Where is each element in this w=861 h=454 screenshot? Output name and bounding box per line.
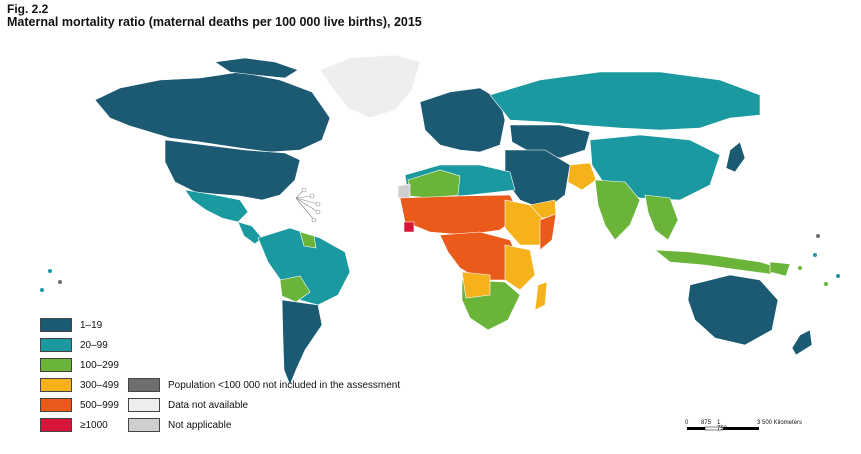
region-afghanistan (567, 162, 597, 191)
small-island-markers (295, 187, 321, 223)
region-russia (489, 71, 761, 131)
region-canada (94, 71, 331, 153)
region-guyana (299, 231, 317, 249)
scale-tick-1750: 1 750 (717, 420, 728, 432)
legend-label: ≥1000 (80, 419, 108, 431)
legend-item: 20–99 (40, 338, 108, 352)
legend-swatch (40, 358, 72, 372)
region-greenland (319, 54, 421, 119)
legend-label: Not applicable (168, 419, 232, 431)
legend-label: 20–99 (80, 339, 108, 351)
region-indonesia (654, 249, 781, 275)
scale-bar-graphic (687, 426, 759, 431)
region-middle-east (504, 149, 571, 211)
region-western-sahara (397, 183, 411, 199)
legend-swatch (40, 398, 72, 412)
region-bolivia (279, 275, 311, 303)
legend-item: ≥1000 (40, 418, 108, 432)
region-europe (419, 87, 506, 153)
legend-swatch (128, 378, 160, 392)
legend-swatch (128, 418, 160, 432)
legend-label: 100–299 (80, 359, 119, 371)
legend-item: Population <100 000 not included in the … (128, 378, 400, 392)
legend-swatch (40, 418, 72, 432)
legend-swatch (40, 318, 72, 332)
legend-label: Population <100 000 not included in the … (168, 379, 401, 391)
region-southeast-asia (644, 194, 679, 241)
region-madagascar (534, 281, 548, 311)
figure-title: Maternal mortality ratio (maternal death… (7, 15, 422, 29)
legend-item: 1–19 (40, 318, 102, 332)
region-australia (687, 274, 779, 346)
legend-swatch (40, 338, 72, 352)
legend-item: 500–999 (40, 398, 119, 412)
region-india (594, 179, 641, 241)
scale-tick-3500: 3 500 Kilometers (757, 420, 803, 426)
legend-swatch (128, 398, 160, 412)
legend-item: 300–499 (40, 378, 119, 392)
region-sahel (399, 194, 521, 236)
figure-number: Fig. 2.2 (7, 2, 49, 16)
region-new-zealand (791, 329, 813, 356)
region-east-africa (504, 244, 536, 291)
legend-item: Not applicable (128, 418, 231, 432)
region-angola (461, 271, 491, 299)
region-japan (725, 141, 746, 173)
legend-item: Data not available (128, 398, 248, 412)
region-somalia (539, 213, 557, 251)
region-papua-new-guinea (769, 261, 791, 277)
legend-label: Data not available (168, 399, 249, 411)
scale-tick-875: 875 (701, 420, 712, 426)
region-central-america (237, 221, 263, 245)
region-arctic-islands (214, 57, 299, 79)
region-usa (164, 139, 301, 201)
legend-label: 300–499 (80, 379, 119, 391)
scale-tick-0: 0 (685, 420, 689, 426)
legend-label: 500–999 (80, 399, 119, 411)
legend-swatch (40, 378, 72, 392)
region-south-america-south (281, 299, 323, 386)
region-sierra-leone (403, 221, 415, 233)
pacific-island-markers (40, 234, 840, 292)
legend-item: 100–299 (40, 358, 119, 372)
legend-label: 1–19 (80, 319, 103, 331)
